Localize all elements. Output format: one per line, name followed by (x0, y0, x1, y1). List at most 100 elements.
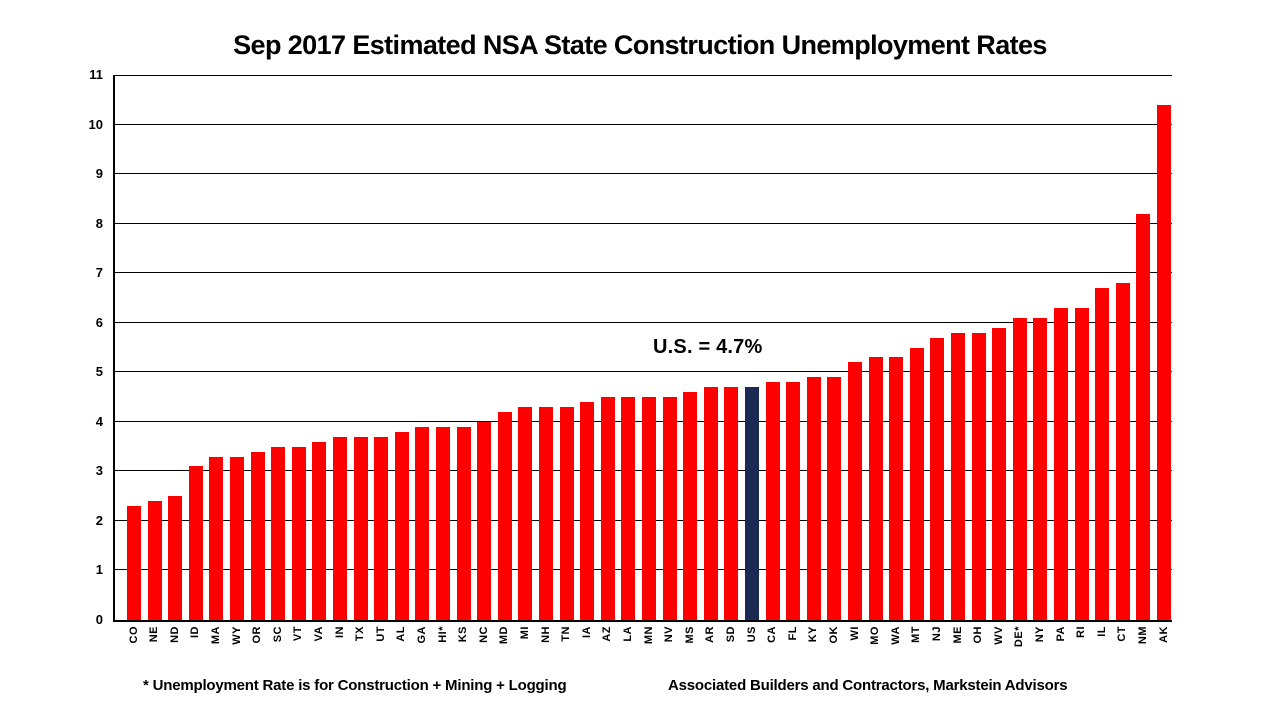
bar-OK (827, 377, 842, 620)
x-label-SC: SC (271, 626, 284, 643)
bar-NC (477, 421, 492, 620)
x-label-ID: ID (189, 626, 202, 638)
x-label-RI: RI (1075, 626, 1088, 638)
bar-MA (209, 456, 224, 620)
x-label-AL: AL (395, 626, 408, 642)
bar-AZ (600, 397, 615, 620)
bar-GA (415, 426, 430, 620)
bar-WV (992, 327, 1007, 620)
bar-KS (456, 426, 471, 620)
gridline-11 (113, 75, 1172, 76)
bar-HI* (436, 426, 450, 620)
bar-PA (1054, 307, 1068, 620)
x-label-TX: TX (354, 626, 367, 642)
x-label-ME: ME (951, 626, 964, 644)
bar-RI (1074, 307, 1089, 620)
bar-CO (127, 506, 141, 620)
bar-DE* (1012, 317, 1027, 620)
bar-NH (539, 406, 553, 620)
y-tick-label-7: 7 (95, 265, 103, 281)
bar-NJ (930, 337, 945, 620)
bar-WI (848, 362, 862, 620)
bar-FL (786, 382, 801, 620)
bar-MN (642, 397, 656, 620)
bar-MT (909, 347, 924, 620)
bar-US (745, 387, 759, 620)
bar-ME (951, 332, 965, 620)
x-label-NH: NH (539, 626, 552, 643)
x-label-PA: PA (1054, 626, 1067, 642)
bar-NV (662, 397, 677, 620)
x-label-NC: NC (477, 626, 490, 643)
bar-AR (703, 387, 718, 620)
y-tick-label-1: 1 (95, 562, 103, 578)
x-label-CT: CT (1116, 626, 1129, 642)
gridline-10 (113, 123, 1172, 125)
bar-SD (724, 387, 739, 620)
bar-OH (971, 332, 986, 620)
x-label-MN: MN (642, 626, 655, 645)
x-label-NE: NE (148, 626, 161, 643)
bar-NM (1136, 213, 1151, 620)
x-label-WA: WA (889, 626, 902, 645)
x-label-IA: IA (580, 626, 593, 638)
gridline-9 (113, 173, 1172, 175)
x-label-DE*: DE* (1013, 626, 1026, 648)
y-tick-label-3: 3 (95, 463, 103, 479)
y-tick-label-5: 5 (95, 364, 103, 380)
x-label-NM: NM (1136, 626, 1149, 645)
x-label-WV: WV (992, 626, 1005, 645)
bar-NE (147, 501, 162, 620)
bar-VA (312, 441, 327, 620)
x-label-LA: LA (621, 626, 634, 642)
bar-VT (291, 446, 306, 620)
footnote-construction-mining-logging: * Unemployment Rate is for Construction … (143, 677, 567, 694)
x-label-IL: IL (1095, 626, 1108, 637)
bar-MS (683, 392, 698, 620)
x-label-OR: OR (251, 626, 264, 644)
bar-MD (497, 411, 512, 620)
bar-KY (806, 377, 821, 620)
gridline-5 (113, 371, 1172, 373)
x-label-HI*: HI* (436, 626, 449, 643)
y-tick-label-11: 11 (89, 67, 103, 82)
bar-IA (580, 402, 595, 620)
bar-ND (168, 496, 183, 620)
bar-MO (868, 357, 883, 620)
bar-SC (271, 446, 286, 620)
x-label-IN: IN (333, 626, 346, 638)
x-label-OH: OH (972, 626, 985, 644)
y-tick-label-9: 9 (95, 166, 103, 182)
x-label-ND: ND (168, 626, 181, 643)
x-label-FL: FL (786, 626, 799, 641)
x-label-KS: KS (457, 626, 470, 643)
bar-AK (1157, 104, 1171, 620)
x-label-CO: CO (127, 626, 140, 644)
x-label-KY: KY (807, 626, 820, 643)
y-tick-label-6: 6 (95, 314, 103, 330)
y-tick-label-10: 10 (88, 116, 103, 132)
x-label-SD: SD (724, 626, 737, 643)
x-label-AR: AR (704, 626, 717, 643)
bar-ID (188, 466, 203, 620)
gridline-6 (113, 321, 1172, 323)
bar-TN (559, 406, 574, 620)
x-label-CA: CA (766, 626, 779, 643)
x-label-AK: AK (1157, 626, 1170, 643)
bar-AL (394, 431, 409, 620)
x-label-GA: GA (415, 626, 428, 644)
bar-CT (1115, 283, 1130, 620)
x-label-US: US (745, 626, 758, 643)
x-label-UT: UT (374, 626, 387, 642)
x-label-NV: NV (663, 626, 676, 643)
bar-LA (621, 397, 636, 620)
y-tick-label-2: 2 (95, 512, 103, 528)
chart-title: Sep 2017 Estimated NSA State Constructio… (233, 30, 1047, 60)
x-label-MO: MO (869, 626, 882, 645)
gridline-7 (113, 272, 1172, 274)
bar-MI (518, 406, 533, 620)
bar-NY (1033, 317, 1048, 620)
bar-UT (374, 436, 389, 620)
x-label-OK: OK (827, 626, 840, 644)
bar-IL (1095, 288, 1110, 620)
